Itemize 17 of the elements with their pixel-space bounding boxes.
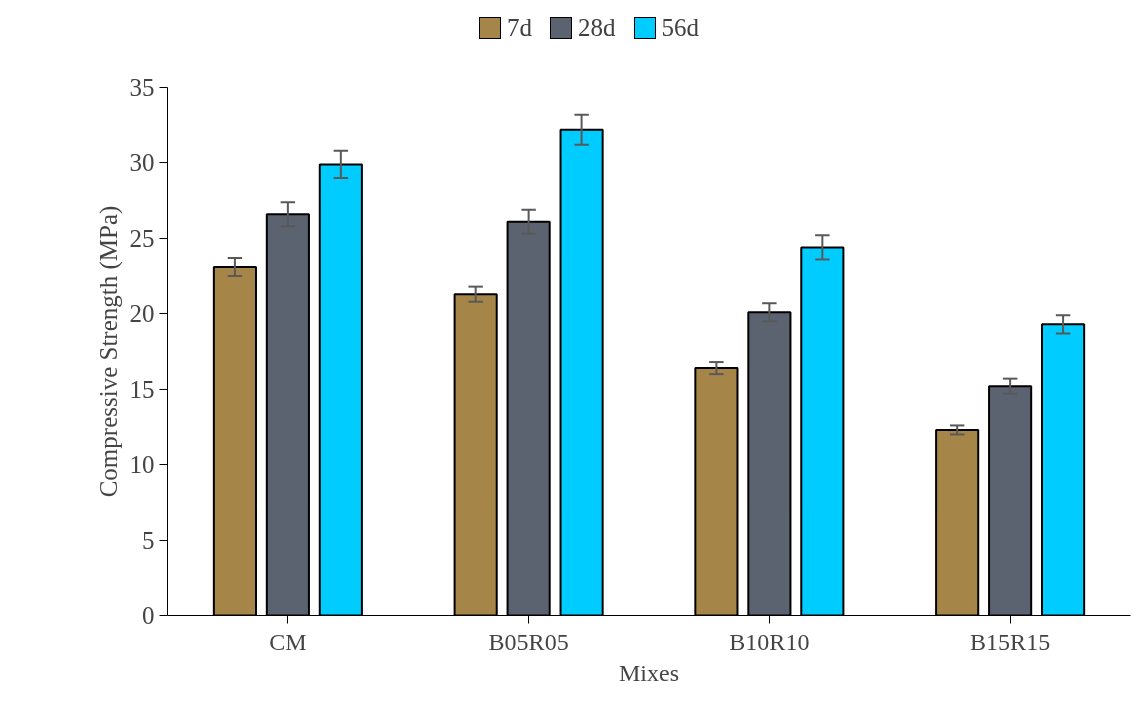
y-axis-title: Compressive Strength (MPa) (94, 205, 123, 498)
y-tick-label: 5 (142, 526, 155, 554)
x-tick-label: CM (269, 628, 307, 655)
x-axis-title: Mixes (619, 659, 679, 686)
y-tick-label: 35 (129, 74, 155, 101)
y-tick-label: 15 (129, 375, 155, 403)
y-tick-label: 25 (129, 224, 155, 252)
y-tick-label: 10 (129, 451, 155, 479)
legend-label: 28d (578, 13, 616, 43)
y-tick-label: 0 (142, 602, 155, 629)
legend-label: 7d (507, 13, 532, 43)
legend-label: 56d (661, 13, 699, 43)
x-tick-label: B05R05 (488, 628, 569, 655)
x-tick-label: B10R10 (729, 628, 810, 655)
y-tick-label: 30 (129, 149, 155, 177)
y-tick-label: 20 (129, 300, 155, 328)
x-tick-label: B15R15 (970, 628, 1051, 655)
